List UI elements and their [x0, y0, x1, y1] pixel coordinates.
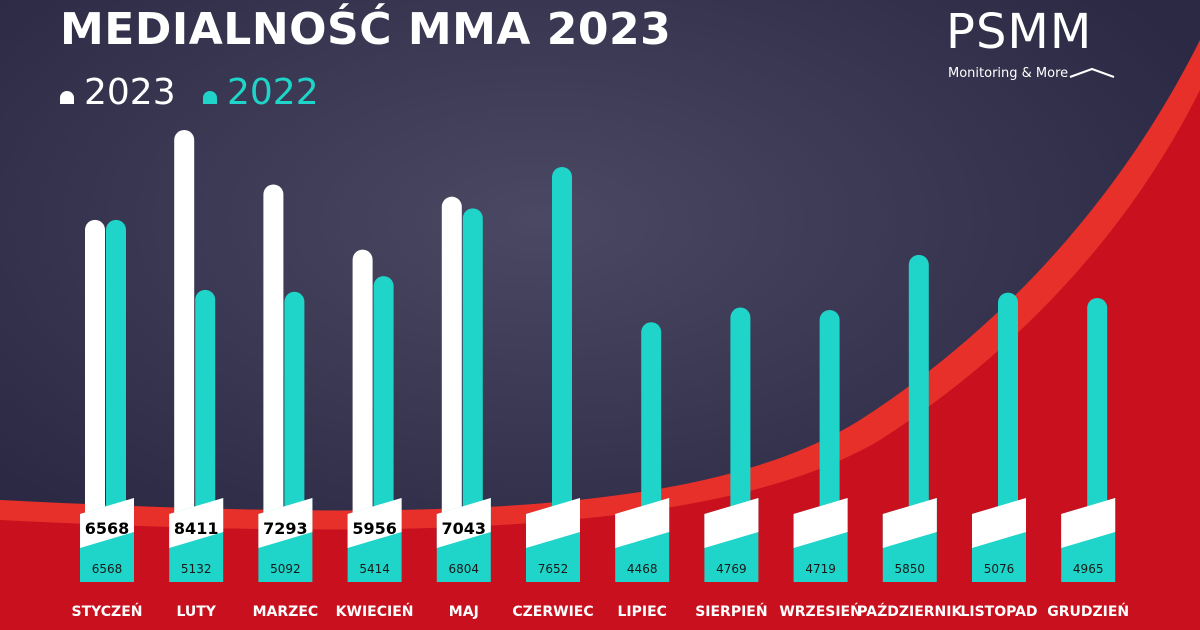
bar-2022: [284, 291, 305, 540]
value-box-2023: [258, 498, 313, 548]
month-label: STYCZEŃ: [72, 602, 143, 620]
data-label-2022: 4769: [716, 562, 747, 576]
legend-label-2023: 2023: [84, 71, 176, 113]
bar-2022: [730, 307, 751, 540]
data-label-2023: 7293: [263, 519, 308, 538]
bar-2023: [352, 249, 373, 540]
data-label-2022: 6804: [449, 562, 480, 576]
data-label-2023: 8411: [174, 519, 219, 538]
bar-2022: [373, 276, 394, 540]
bar-2022: [106, 219, 126, 540]
data-label-2022: 5076: [984, 562, 1015, 576]
legend-item-2023: 2023: [60, 71, 176, 113]
data-label-2023: 5956: [352, 519, 397, 538]
brand-tagline: Monitoring & More: [948, 66, 1069, 81]
month-label: LIPIEC: [617, 604, 666, 620]
data-label-2022: 4468: [627, 562, 658, 576]
data-label-2022: 5850: [895, 562, 926, 576]
bar-2023: [441, 196, 462, 541]
roof-icon: [1069, 67, 1115, 78]
month-label: KWIECIEŃ: [336, 602, 414, 620]
month-label: LUTY: [176, 604, 216, 620]
bar-2023: [263, 184, 284, 540]
legend-label-2022: 2022: [227, 71, 319, 113]
value-box-2023: [80, 498, 134, 548]
bar-2022: [195, 289, 216, 540]
legend-swatch-2023: [60, 90, 74, 104]
legend-swatch-2022: [203, 90, 217, 104]
month-label: LISTOPAD: [960, 604, 1037, 620]
chart-title: MEDIALNOŚĆ MMA 2023: [60, 4, 672, 55]
month-label: MAJ: [449, 604, 479, 620]
red-curve: [0, 90, 1200, 630]
value-box-2023: [972, 498, 1026, 548]
data-label-2022: 7652: [538, 562, 569, 576]
bar-2022: [819, 309, 840, 540]
month-label: WRZESIEŃ: [779, 602, 862, 620]
bar-2022: [1087, 297, 1108, 540]
value-box-2023: [526, 498, 580, 548]
data-label-2022: 4965: [1073, 562, 1104, 576]
value-box-2023: [347, 498, 402, 548]
month-label: CZERWIEC: [512, 604, 593, 620]
month-label: SIERPIEŃ: [695, 602, 767, 620]
bar-2022: [998, 292, 1018, 540]
value-box-2023: [793, 498, 848, 548]
month-label: MARZEC: [253, 604, 319, 620]
data-label-2022: 5132: [181, 562, 212, 576]
bar-2022: [552, 166, 572, 540]
month-label: GRUDZIEŃ: [1047, 602, 1129, 620]
bar-2022: [908, 254, 929, 540]
bar-2023: [174, 130, 195, 540]
value-box-2023: [1061, 498, 1116, 548]
legend-item-2022: 2022: [203, 71, 319, 113]
bar-2022: [462, 208, 483, 540]
data-label-2022: 5414: [359, 562, 390, 576]
value-box-2023: [704, 498, 759, 548]
psmm-logo: PSMM Monitoring & More: [946, 4, 1121, 84]
data-label-2022: 6568: [92, 562, 123, 576]
value-box-2023: [615, 498, 670, 548]
bar-2022: [641, 322, 662, 540]
month-label: PAŹDZIERNIK: [857, 602, 963, 620]
bar-2023: [85, 219, 105, 540]
data-label-2022: 4719: [805, 562, 836, 576]
data-label-2023: 7043: [442, 519, 487, 538]
data-label-2023: 6568: [85, 519, 130, 538]
value-box-2023: [169, 498, 224, 548]
brand-name: PSMM: [946, 4, 1093, 60]
data-label-2022: 5092: [270, 562, 301, 576]
value-box-2023: [882, 498, 937, 548]
value-box-2023: [436, 498, 491, 548]
